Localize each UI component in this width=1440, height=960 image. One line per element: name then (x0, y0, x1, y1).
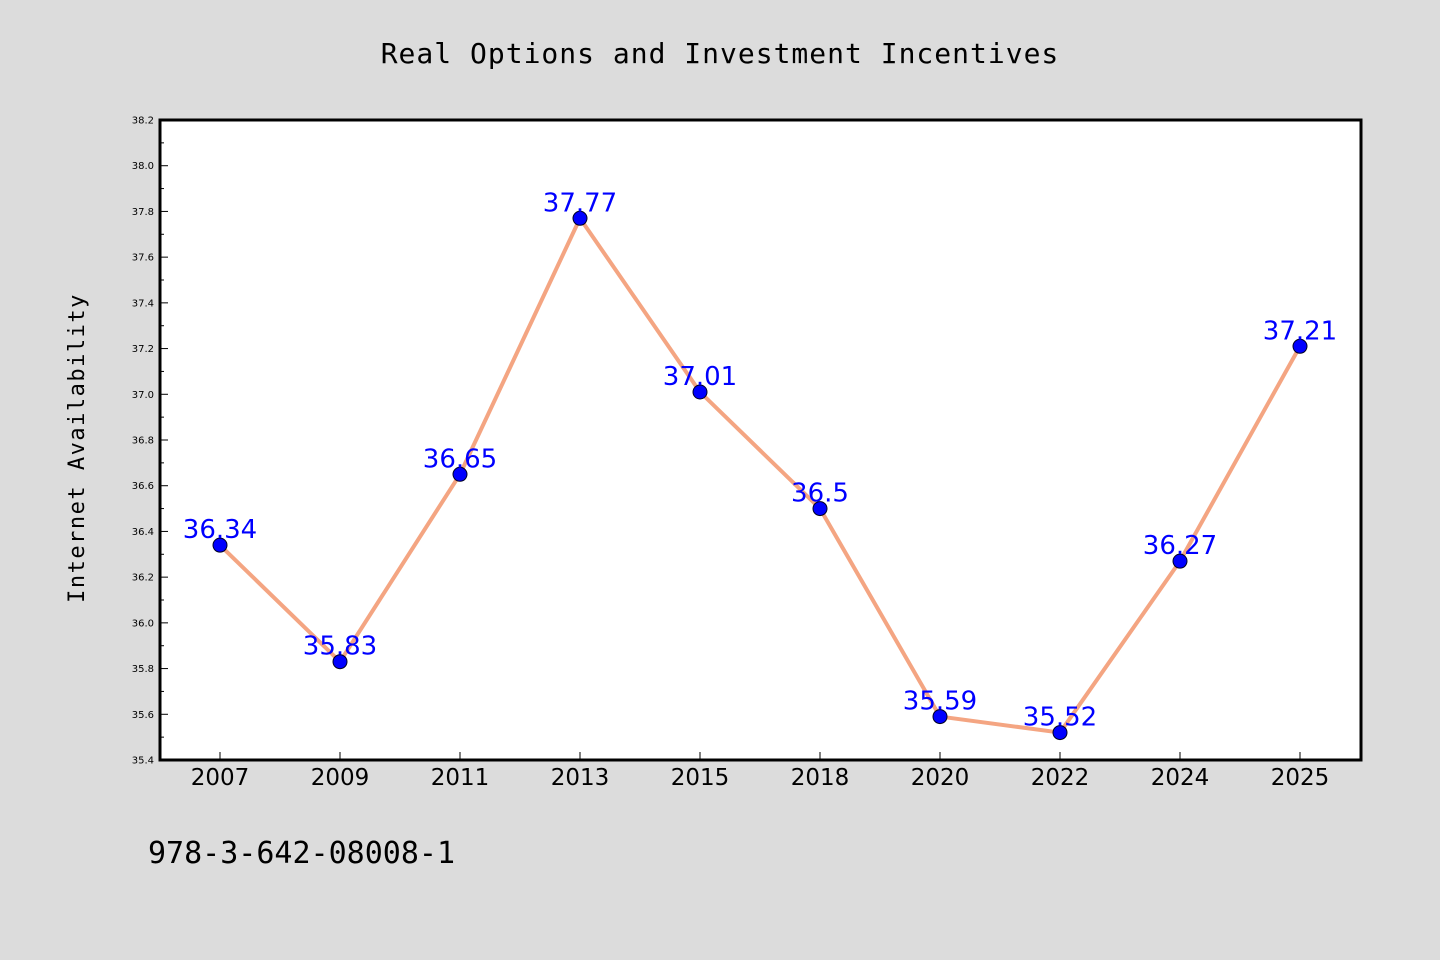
y-tick-label: 37.0 (132, 390, 154, 401)
y-tick-label: 35.4 (132, 756, 154, 767)
data-point-marker (212, 537, 228, 553)
data-point-label: 35.83 (303, 632, 377, 662)
y-tick-label: 37.2 (132, 344, 154, 355)
y-tick-label: 36.0 (132, 618, 154, 629)
y-tick-label: 36.8 (132, 436, 154, 447)
y-tick-label: 36.4 (132, 527, 154, 538)
chart-title: Real Options and Investment Incentives (381, 37, 1060, 70)
data-point-label: 36.65 (423, 444, 497, 474)
data-point-marker (1052, 725, 1068, 741)
x-tick-label: 2015 (671, 765, 730, 791)
data-point-label: 36.5 (791, 479, 849, 509)
data-point-label: 35.59 (903, 687, 977, 717)
data-point-marker (932, 709, 948, 725)
data-point-marker (692, 384, 708, 400)
data-point-label: 36.27 (1143, 531, 1217, 561)
x-tick-label: 2009 (311, 765, 370, 791)
y-axis-label: Internet Availability (65, 293, 90, 603)
y-tick-label: 38.0 (132, 161, 154, 172)
data-point-marker (572, 210, 588, 226)
data-point-marker (332, 654, 348, 670)
x-tick-label: 2020 (911, 765, 970, 791)
y-tick-label: 36.6 (132, 481, 154, 492)
y-tick-label: 35.8 (132, 664, 154, 675)
series-line (218, 216, 1302, 735)
y-tick-label: 35.6 (132, 710, 154, 721)
data-point-marker (452, 466, 468, 482)
data-point-label: 37.01 (663, 362, 737, 392)
x-tick-label: 2025 (1271, 765, 1330, 791)
data-point-marker (812, 501, 828, 517)
x-tick-label: 2022 (1031, 765, 1090, 791)
data-point-label: 37.77 (543, 188, 617, 218)
y-tick-label: 37.6 (132, 253, 154, 264)
x-tick-label: 2011 (431, 765, 490, 791)
y-tick-labels: 35.4 35.6 35.8 36.0 36.2 36.4 36.6 36.8 37.0 37.2… (132, 116, 154, 767)
y-tick-label: 36.2 (132, 573, 154, 584)
data-point-label: 37.21 (1263, 316, 1337, 346)
x-tick-label: 2018 (791, 765, 850, 791)
data-point-marker (1292, 338, 1308, 354)
y-tick-label: 38.2 (132, 116, 154, 127)
x-tick-label: 2024 (1151, 765, 1210, 791)
data-point-label: 35.52 (1023, 703, 1097, 733)
y-tick-label: 37.4 (132, 298, 154, 309)
series-layer (212, 210, 1308, 741)
x-tick-labels: 2007 2009 2011 2013 2015 2018 2020 2022 2024 2025 (191, 765, 1330, 791)
x-tick-label: 2007 (191, 765, 250, 791)
y-tick-label: 37.8 (132, 207, 154, 218)
x-tick-label: 2013 (551, 765, 610, 791)
data-point-label: 36.34 (183, 515, 257, 545)
data-labels: 36.34 35.83 36.65 37.77 37.01 36.5 35.59 35.52 3… (183, 188, 1337, 732)
plot-frame (158, 118, 1363, 762)
data-point-marker (1172, 553, 1188, 569)
plot-area (160, 120, 1361, 760)
footnote-isbn: 978-3-642-08008-1 (148, 836, 455, 871)
